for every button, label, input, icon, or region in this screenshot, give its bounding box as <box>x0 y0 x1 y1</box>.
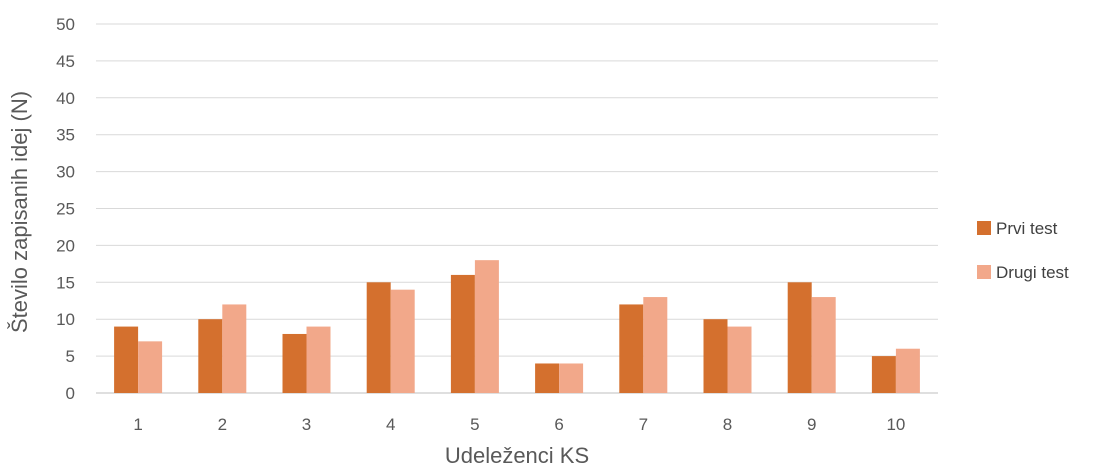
x-tick-label: 5 <box>470 415 479 434</box>
bar-prvi-test-10 <box>871 356 896 393</box>
x-tick-label: 6 <box>554 415 563 434</box>
bar-prvi-test-7 <box>619 304 644 393</box>
legend-label: Drugi test <box>996 263 1069 282</box>
bar-drugi-test-9 <box>811 297 836 393</box>
legend-swatch <box>977 265 991 279</box>
x-tick-label: 7 <box>639 415 648 434</box>
bars <box>114 260 920 393</box>
y-tick-label: 40 <box>56 89 75 108</box>
bar-drugi-test-2 <box>222 304 247 393</box>
y-axis-ticks: 0 5 10 15 20 25 30 35 40 45 50 <box>56 15 75 403</box>
bar-drugi-test-7 <box>643 297 668 393</box>
bar-prvi-test-6 <box>535 363 560 393</box>
bar-drugi-test-1 <box>138 341 163 393</box>
x-tick-label: 3 <box>302 415 311 434</box>
y-axis-title: Število zapisanih idej (N) <box>7 91 32 333</box>
bar-prvi-test-2 <box>198 319 223 393</box>
bar-prvi-test-9 <box>787 282 812 393</box>
x-tick-label: 10 <box>886 415 905 434</box>
bar-prvi-test-4 <box>366 282 391 393</box>
bar-prvi-test-8 <box>703 319 728 393</box>
y-tick-label: 35 <box>56 126 75 145</box>
y-tick-label: 20 <box>56 236 75 255</box>
y-tick-label: 0 <box>66 384 75 403</box>
x-tick-label: 4 <box>386 415 395 434</box>
bar-prvi-test-5 <box>450 274 475 393</box>
bar-drugi-test-6 <box>559 363 584 393</box>
legend: Prvi test Drugi test <box>977 219 1069 282</box>
y-tick-label: 5 <box>66 347 75 366</box>
y-tick-label: 10 <box>56 310 75 329</box>
bar-drugi-test-3 <box>306 326 331 393</box>
y-tick-label: 25 <box>56 200 75 219</box>
y-tick-label: 30 <box>56 163 75 182</box>
bar-prvi-test-1 <box>114 326 139 393</box>
x-tick-label: 9 <box>807 415 816 434</box>
y-tick-label: 45 <box>56 52 75 71</box>
bar-drugi-test-8 <box>727 326 752 393</box>
bar-drugi-test-10 <box>895 348 920 393</box>
x-axis-ticks: 1 2 3 4 5 6 7 8 9 10 <box>133 415 905 434</box>
legend-label: Prvi test <box>996 219 1058 238</box>
y-tick-label: 50 <box>56 15 75 34</box>
legend-swatch <box>977 221 991 235</box>
x-tick-label: 1 <box>133 415 142 434</box>
x-axis-title: Udeleženci KS <box>445 443 589 468</box>
x-tick-label: 2 <box>218 415 227 434</box>
bar-drugi-test-4 <box>390 289 415 393</box>
bar-prvi-test-3 <box>282 333 307 393</box>
bar-drugi-test-5 <box>474 260 499 393</box>
x-tick-label: 8 <box>723 415 732 434</box>
y-tick-label: 15 <box>56 273 75 292</box>
